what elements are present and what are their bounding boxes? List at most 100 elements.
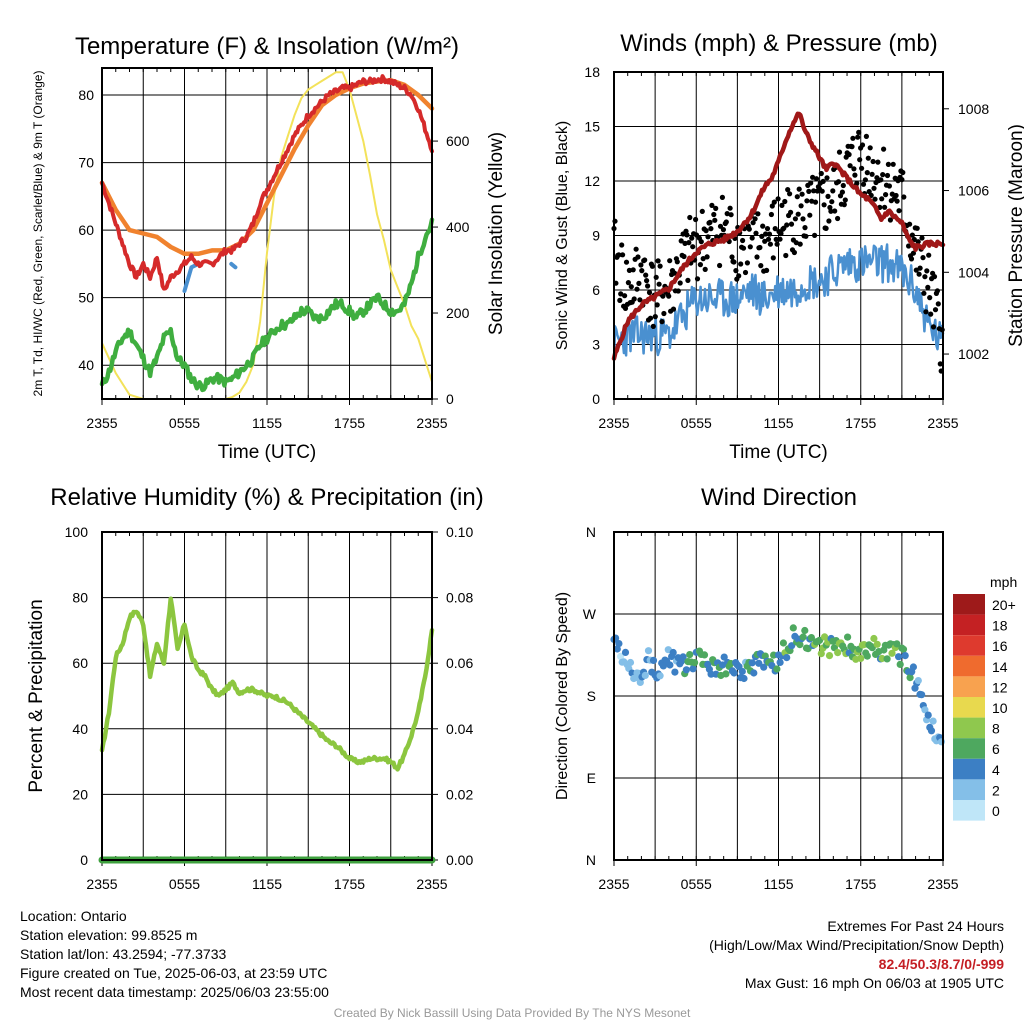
gust-point: [921, 290, 927, 296]
temperature-2m-line: [100, 74, 434, 291]
direction-ytick-label: W: [583, 606, 597, 622]
gust-point: [906, 243, 912, 249]
gust-point: [839, 189, 846, 195]
gust-point: [674, 259, 680, 265]
temperature-ylabel: 2m T, Td, HI/WC (Red, Green, Scarlet/Blu…: [31, 71, 45, 397]
gust-point: [763, 231, 769, 237]
gust-point: [659, 319, 665, 325]
gust-point: [926, 252, 932, 258]
humidity-y2tick-label: 0.00: [446, 852, 473, 868]
temperature-ytick-label: 60: [78, 222, 94, 238]
colorbar-swatch: [953, 676, 985, 697]
direction-point: [682, 666, 691, 674]
humidity-y2tick-label: 0.04: [446, 721, 473, 737]
winds-xtick-label: 1155: [763, 415, 793, 431]
gust-point: [836, 149, 843, 155]
gust-point: [697, 262, 704, 268]
gust-point: [832, 208, 838, 214]
gust-point: [791, 249, 798, 256]
gust-point: [719, 194, 726, 200]
gust-point: [920, 255, 926, 261]
winds-ylabel: Sonic Wind & Gust (Blue, Black): [554, 121, 571, 350]
direction-point: [918, 691, 926, 699]
gust-point: [797, 241, 803, 247]
gust-point: [884, 172, 891, 179]
gust-point: [914, 225, 920, 231]
direction-point: [927, 727, 936, 735]
gust-point: [684, 232, 690, 238]
gust-point: [712, 217, 718, 223]
gust-point: [622, 305, 629, 311]
colorbar-label: 20+: [992, 597, 1016, 613]
gust-point: [713, 205, 719, 211]
gust-point: [772, 226, 778, 232]
recent-timestamp-text: Most recent data timestamp: 2025/06/03 2…: [20, 984, 329, 1000]
gust-point: [631, 296, 637, 302]
gust-point: [787, 191, 793, 197]
gust-point: [804, 198, 810, 204]
created-text: Figure created on Tue, 2025-06-03, at 23…: [20, 965, 328, 981]
gust-point: [808, 180, 814, 186]
colorbar-label: 18: [992, 618, 1008, 634]
gust-point: [778, 230, 784, 237]
humidity-ytick-label: 100: [65, 524, 89, 540]
gust-point: [770, 255, 776, 261]
temperature-plot-border: [101, 67, 433, 400]
gust-point: [760, 223, 766, 229]
gust-point: [747, 244, 753, 250]
gust-point: [744, 260, 751, 266]
gust-point: [919, 235, 925, 241]
colorbar-label: 12: [992, 679, 1008, 695]
humidity-y2tick-label: 0.02: [446, 786, 473, 802]
direction-point: [857, 654, 865, 663]
gust-point: [783, 252, 789, 259]
direction-point: [909, 663, 918, 671]
gust-point: [788, 209, 794, 215]
colorbar-swatch: [953, 717, 985, 739]
colorbar-swatch: [953, 655, 985, 677]
gust-point: [771, 199, 777, 205]
gust-point: [794, 194, 800, 200]
winds-panel: Winds (mph) & Pressure (mb) 2355 0555 1155…: [554, 30, 1024, 463]
direction-point: [738, 667, 746, 676]
direction-point: [896, 660, 904, 669]
colorbar-label: 2: [992, 782, 1000, 798]
station-pressure-line: [611, 111, 946, 361]
gust-point: [937, 361, 943, 367]
temperature-y2tick-label: 400: [446, 219, 470, 235]
humidity-title: Relative Humidity (%) & Precipitation (i…: [50, 484, 483, 511]
gust-point: [882, 204, 888, 210]
direction-point: [799, 633, 807, 641]
gust-point: [923, 309, 929, 315]
gust-point: [628, 284, 634, 290]
direction-point: [750, 669, 758, 677]
humidity-ylabel: Percent & Precipitation: [26, 599, 47, 792]
direction-point: [921, 706, 929, 714]
colorbar-label: 16: [992, 638, 1008, 654]
temperature-title: Temperature (F) & Insolation (W/m²): [75, 33, 459, 60]
temperature-xtick-label: 1155: [252, 415, 282, 431]
gust-point: [686, 240, 692, 246]
gust-point: [870, 158, 876, 165]
humidity-panel: Relative Humidity (%) & Precipitation (i…: [26, 484, 484, 892]
gust-point: [709, 202, 715, 208]
humidity-plot-border: [101, 531, 433, 861]
direction-point: [821, 633, 829, 641]
gust-point: [655, 258, 661, 264]
gust-point: [803, 233, 809, 239]
gust-point: [694, 276, 701, 282]
gust-point: [899, 177, 905, 183]
gust-point: [846, 151, 852, 158]
temperature-xtick-label: 0555: [169, 415, 200, 431]
extremes-subtitle: (High/Low/Max Wind/Precipitation/Snow De…: [709, 937, 1004, 953]
humidity-xtick-label: 1155: [252, 876, 282, 892]
gust-point: [764, 226, 771, 232]
colorbar-label: 14: [992, 659, 1008, 675]
gust-point: [657, 263, 663, 269]
gust-point: [750, 220, 756, 226]
gust-point: [872, 196, 878, 202]
gust-point: [881, 146, 887, 152]
gust-point: [681, 253, 687, 260]
station-info: Location: Ontario Station elevation: 99.…: [20, 907, 329, 1002]
humidity-xtick-label: 0555: [169, 876, 200, 892]
